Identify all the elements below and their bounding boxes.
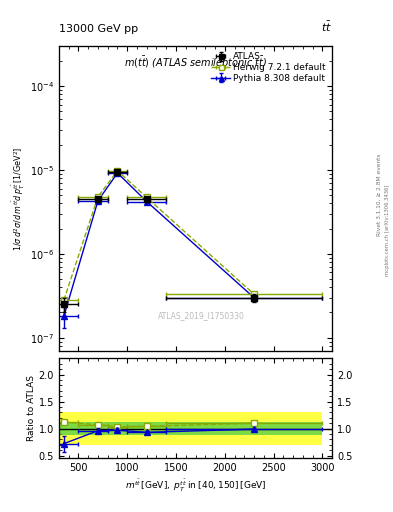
Legend: ATLAS, Herwig 7.2.1 default, Pythia 8.308 default: ATLAS, Herwig 7.2.1 default, Pythia 8.30…	[210, 51, 328, 85]
Y-axis label: $1/\sigma\,d^2\sigma/d\,m^{t\bar{t}}d\,p_T^{t\bar{t}}\,[1/\mathrm{GeV}^2]$: $1/\sigma\,d^2\sigma/d\,m^{t\bar{t}}d\,p…	[11, 146, 27, 250]
Bar	[49, 412, 79, 445]
Text: $m(t\bar{t})$ (ATLAS semileptonic $t\bar{t}$): $m(t\bar{t})$ (ATLAS semileptonic $t\bar…	[124, 55, 267, 71]
X-axis label: $m^{t\bar{t}}\,[{\rm GeV}],\;p_T^{t\bar{t}}\;{\rm in}\;[40,150]\,[{\rm GeV}]$: $m^{t\bar{t}}\,[{\rm GeV}],\;p_T^{t\bar{…	[125, 477, 266, 494]
Text: 13000 GeV pp: 13000 GeV pp	[59, 24, 138, 34]
Text: ATLAS_2019_I1750330: ATLAS_2019_I1750330	[158, 311, 244, 321]
Text: $t\bar{t}$: $t\bar{t}$	[321, 19, 332, 34]
Bar	[79, 422, 108, 435]
Text: mcplots.cern.ch [arXiv:1306.3436]: mcplots.cern.ch [arXiv:1306.3436]	[385, 185, 389, 276]
Bar	[127, 422, 166, 435]
Text: Rivet 3.1.10, ≥ 2.8M events: Rivet 3.1.10, ≥ 2.8M events	[377, 153, 382, 236]
Bar	[49, 422, 79, 435]
Bar	[127, 412, 166, 445]
Bar	[79, 412, 108, 445]
Y-axis label: Ratio to ATLAS: Ratio to ATLAS	[27, 375, 36, 441]
Bar	[108, 412, 127, 445]
Bar	[108, 422, 127, 435]
Bar	[166, 422, 322, 435]
Bar	[166, 412, 322, 445]
